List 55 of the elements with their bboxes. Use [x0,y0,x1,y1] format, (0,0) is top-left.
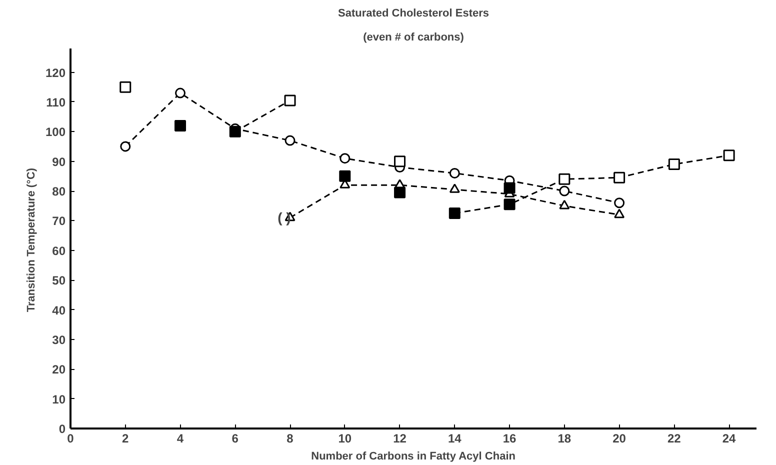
y-tick-label: 60 [52,244,66,258]
y-tick-label: 80 [52,184,66,198]
point [175,88,186,98]
y-tick-label: 10 [52,392,66,406]
y-tick-label: 0 [58,422,66,436]
x-tick-label: 20 [612,432,626,446]
point [394,156,406,168]
point [668,158,680,170]
x-tick-label: 8 [286,432,294,446]
x-tick-label: 10 [338,432,352,446]
x-tick-label: 24 [722,432,736,446]
point [339,170,351,182]
point [559,200,570,210]
point [614,172,626,184]
x-tick-label: 16 [502,432,517,446]
point [504,198,516,210]
point [558,173,570,185]
y-tick-label: 120 [45,66,66,80]
x-tick-label: 0 [67,432,74,446]
y-tick-label: 50 [52,274,66,288]
x-tick-label: 18 [558,432,572,446]
annotation: ( ) [278,210,291,226]
point [229,126,241,138]
point [340,153,350,164]
x-tick-label: 22 [668,432,682,446]
point [120,81,132,93]
point [449,184,460,193]
point [614,198,625,208]
point [394,186,406,198]
point [559,186,570,196]
x-tick-label: 2 [122,432,130,446]
point [614,208,625,218]
y-tick-label: 100 [45,125,66,140]
y-tick-label: 70 [52,214,66,228]
y-tick-label: 40 [52,303,66,318]
x-tick-label: 14 [448,432,462,446]
chart-title: Saturated Cholesterol Esters [338,8,490,20]
point [284,94,296,106]
x-tick-label: 12 [393,432,407,446]
point [449,168,460,178]
point [504,182,516,194]
y-axis-title: Transition Temperature (°C) [25,168,38,312]
point [284,135,296,146]
point [120,141,131,152]
x-tick-label: 6 [232,432,239,446]
y-tick-label: 20 [52,362,66,377]
x-axis-title: Number of Carbons in Fatty Acyl Chain [311,450,516,462]
y-tick-label: 110 [46,95,66,110]
chart-subtitle: (even # of carbons) [363,32,464,44]
point [448,208,460,220]
point [723,150,735,162]
y-tick-label: 30 [52,332,66,347]
x-tick-label: 4 [176,432,184,446]
y-tick-label: 90 [52,154,66,169]
point [174,120,186,132]
